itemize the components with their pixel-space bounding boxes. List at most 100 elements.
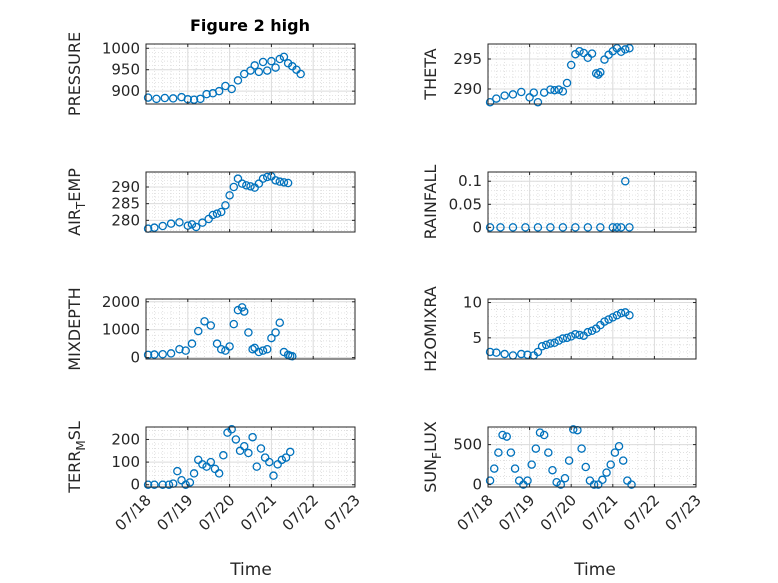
data-point	[544, 448, 553, 457]
x-tick-label: 07/22	[620, 491, 663, 534]
data-point	[550, 85, 559, 95]
data-point	[583, 223, 593, 232]
data-point	[533, 223, 543, 232]
data-point	[602, 468, 611, 477]
data-point	[502, 432, 511, 441]
data-point	[198, 218, 207, 227]
data-point	[216, 344, 226, 354]
data-point	[571, 330, 580, 339]
data-point	[271, 176, 280, 185]
data-point	[267, 56, 276, 66]
y-axis-label: AIRTEMP	[65, 168, 88, 236]
data-point	[296, 69, 305, 79]
y-tick-label: 200	[111, 430, 140, 448]
data-point	[577, 444, 586, 453]
data-point	[258, 346, 268, 355]
data-point	[621, 45, 630, 54]
data-point	[187, 220, 197, 229]
data-point	[225, 191, 234, 200]
data-point	[596, 67, 605, 77]
y-tick-label: 290	[111, 178, 140, 196]
figure-title: Figure 2 high	[190, 16, 310, 35]
data-point	[262, 66, 272, 75]
axes-box	[487, 298, 697, 360]
data-point	[229, 182, 239, 192]
y-tick-label: 0	[472, 476, 482, 494]
data-point	[200, 317, 209, 326]
data-point	[566, 60, 576, 70]
data-point	[600, 55, 609, 64]
data-point	[546, 223, 555, 232]
data-point	[231, 435, 241, 444]
data-point	[596, 223, 605, 232]
data-point	[533, 97, 543, 107]
data-point	[616, 223, 626, 232]
data-point	[193, 455, 203, 465]
data-point	[589, 480, 599, 489]
x-tick-label: 07/18	[454, 491, 497, 534]
data-point	[242, 181, 251, 190]
data-point	[185, 478, 195, 487]
data-point	[271, 63, 280, 72]
data-point	[166, 349, 176, 358]
y-axis-label: SUNFLUX	[421, 421, 444, 493]
data-point	[202, 462, 211, 471]
data-point	[235, 446, 245, 456]
data-point	[189, 95, 199, 104]
data-point	[248, 432, 257, 442]
y-tick-label: 500	[453, 436, 482, 454]
data-point	[219, 451, 228, 460]
data-point	[233, 305, 243, 315]
data-point	[191, 222, 201, 232]
subplot-2: 290 295 THETA	[421, 43, 697, 107]
data-point	[281, 453, 291, 462]
data-point	[492, 348, 501, 357]
data-point	[275, 177, 285, 186]
data-point	[233, 76, 243, 85]
data-point	[571, 223, 580, 232]
axes-box	[487, 43, 697, 105]
data-point	[498, 430, 507, 440]
data-point	[604, 315, 613, 324]
data-point	[523, 350, 532, 360]
data-point	[225, 342, 234, 351]
data-point	[500, 91, 509, 100]
data-point	[258, 57, 268, 67]
data-point	[275, 318, 285, 327]
data-point	[254, 179, 264, 188]
y-axis-label: H2OMIXRA	[421, 286, 440, 372]
subplot-5: 0 1000 2000 MIXDEPTH	[65, 287, 356, 371]
data-point	[616, 308, 626, 318]
x-tick-label: 07/23	[662, 491, 705, 534]
data-point	[523, 476, 532, 485]
data-point	[529, 88, 539, 97]
data-point	[593, 480, 603, 489]
data-point	[552, 477, 561, 487]
y-tick-label: 0	[130, 349, 140, 367]
data-point	[485, 347, 495, 357]
data-point	[500, 349, 509, 359]
data-point	[212, 209, 222, 218]
data-point	[560, 473, 570, 483]
data-point	[237, 303, 247, 312]
data-point	[598, 475, 607, 485]
data-point	[152, 94, 161, 104]
data-point	[558, 223, 568, 232]
data-point	[227, 425, 236, 434]
data-point	[610, 448, 620, 457]
x-axis-label-left: Time	[229, 560, 272, 580]
y-tick-label: 900	[111, 82, 140, 100]
data-point	[250, 61, 259, 70]
data-point	[608, 313, 618, 322]
plot-area	[488, 172, 696, 232]
y-tick-label: 5	[472, 329, 482, 347]
data-point	[258, 174, 268, 183]
data-point	[606, 460, 615, 469]
data-point	[206, 457, 216, 467]
data-point	[537, 342, 547, 351]
x-tick-label: 07/19	[153, 491, 196, 534]
data-point	[143, 93, 153, 102]
